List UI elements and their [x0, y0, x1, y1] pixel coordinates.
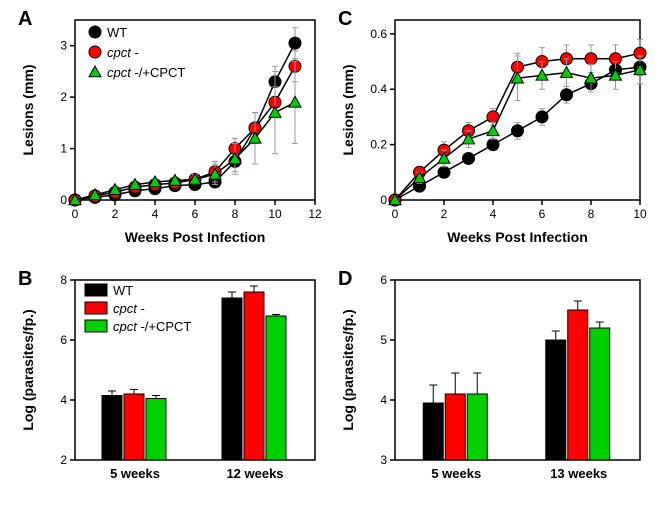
svg-text:8: 8 [60, 273, 67, 287]
svg-text:5: 5 [380, 333, 387, 347]
svg-text:4: 4 [152, 207, 159, 221]
svg-text:0.2: 0.2 [370, 138, 387, 152]
svg-text:4: 4 [380, 393, 387, 407]
svg-text:5 weeks: 5 weeks [110, 466, 160, 481]
panel-c-chart: 0 2 4 6 8 10 0 0.2 0.4 0.6 Weeks Post Infection Les… [335, 5, 650, 250]
svg-text:12 weeks: 12 weeks [226, 466, 283, 481]
svg-text:cpct -: cpct - [107, 45, 139, 60]
svg-text:10: 10 [633, 207, 647, 221]
svg-text:3: 3 [380, 453, 387, 467]
svg-text:Weeks Post Infection: Weeks Post Infection [125, 229, 266, 245]
svg-text:0.6: 0.6 [370, 27, 387, 41]
svg-text:6: 6 [380, 273, 387, 287]
svg-text:Weeks Post Infection: Weeks Post Infection [447, 229, 588, 245]
svg-text:8: 8 [588, 207, 595, 221]
svg-text:0: 0 [72, 207, 79, 221]
svg-text:WT: WT [113, 283, 133, 298]
panel-d-chart: 3 4 5 6 Log (parasites/fp.) 5 weeks 13 weeks [335, 265, 650, 500]
svg-text:8: 8 [232, 207, 239, 221]
svg-text:12: 12 [308, 207, 322, 221]
svg-text:2: 2 [60, 453, 67, 467]
svg-text:6: 6 [192, 207, 199, 221]
svg-text:cpct -/+CPCT: cpct -/+CPCT [107, 65, 185, 80]
svg-text:10: 10 [268, 207, 282, 221]
svg-text:5 weeks: 5 weeks [431, 466, 481, 481]
svg-text:cpct -/+CPCT: cpct -/+CPCT [113, 319, 191, 334]
svg-text:Log (parasites/fp.): Log (parasites/fp.) [20, 309, 36, 430]
svg-text:Lesions (mm): Lesions (mm) [20, 64, 36, 155]
figure: A 0246810120123Weeks Post InfectionLesio… [0, 0, 658, 511]
panel-b-chart: 2 4 6 8 Log (parasites/fp.) 5 weeks 12 weeks WT… [15, 265, 325, 500]
svg-text:6: 6 [539, 207, 546, 221]
svg-text:6: 6 [60, 333, 67, 347]
svg-text:1: 1 [60, 142, 67, 156]
svg-text:3: 3 [60, 39, 67, 53]
svg-text:0: 0 [60, 193, 67, 207]
svg-text:4: 4 [60, 393, 67, 407]
panel-a-chart: 0246810120123Weeks Post InfectionLesions… [15, 5, 325, 250]
svg-text:Lesions (mm): Lesions (mm) [340, 64, 356, 155]
svg-text:0.4: 0.4 [370, 82, 387, 96]
svg-text:0: 0 [380, 193, 387, 207]
svg-text:0: 0 [392, 207, 399, 221]
svg-text:2: 2 [112, 207, 119, 221]
svg-text:4: 4 [490, 207, 497, 221]
svg-text:2: 2 [441, 207, 448, 221]
svg-text:Log (parasites/fp.): Log (parasites/fp.) [340, 309, 356, 430]
svg-text:WT: WT [107, 25, 127, 40]
svg-text:13 weeks: 13 weeks [550, 466, 607, 481]
svg-text:2: 2 [60, 90, 67, 104]
svg-text:cpct -: cpct - [113, 301, 145, 316]
